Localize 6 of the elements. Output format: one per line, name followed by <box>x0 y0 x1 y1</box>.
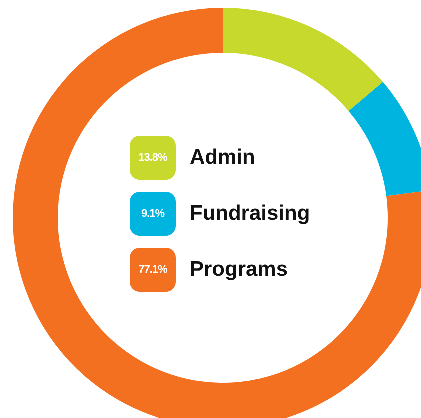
data-label: 13.8% <box>130 136 176 180</box>
data-label: 77.1% <box>130 248 176 292</box>
data-label: 9.1% <box>130 192 176 236</box>
legend-label: Fundraising <box>190 202 310 226</box>
legend-label: Admin <box>190 146 256 170</box>
legend-label: Programs <box>190 258 288 282</box>
